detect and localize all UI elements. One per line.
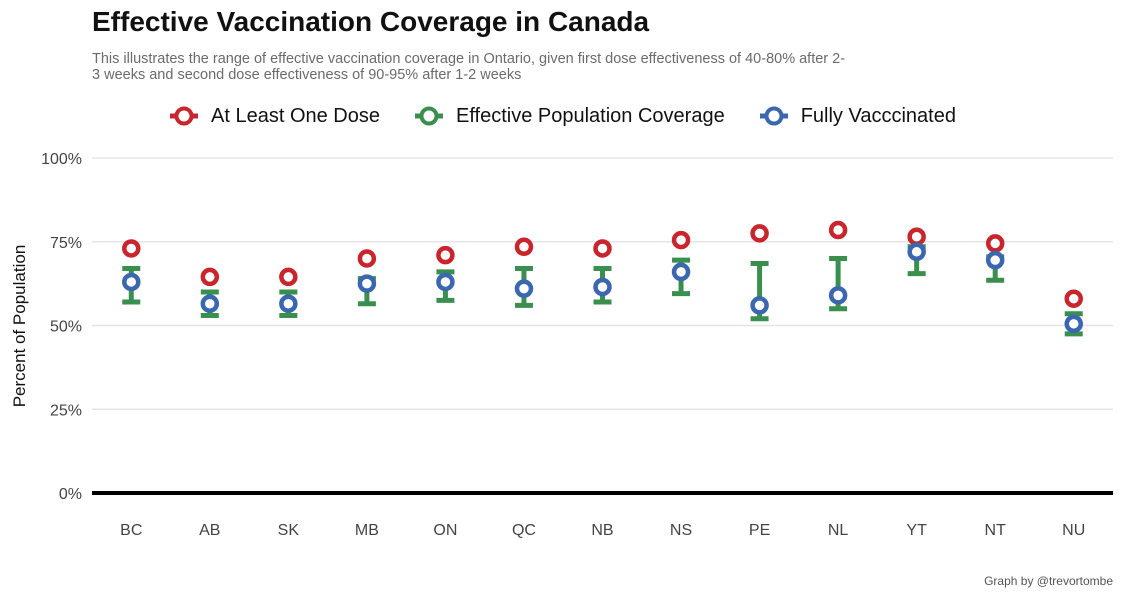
fully-vaccinated-point xyxy=(279,294,298,313)
legend-label-effective-coverage: Effective Population Coverage xyxy=(456,104,725,127)
first-dose-point xyxy=(750,224,769,243)
x-tick-label: YT xyxy=(906,522,927,539)
first-dose-point xyxy=(200,267,220,287)
legend-key-fully-vaccinated xyxy=(759,102,789,130)
fully-vaccinated-point xyxy=(514,279,534,298)
legend-label-first-dose: At Least One Dose xyxy=(211,104,380,127)
first-dose-point xyxy=(828,220,848,240)
legend: At Least One Dose Effective Population C… xyxy=(0,102,1125,130)
x-tick-label: AB xyxy=(199,522,220,539)
fully-vaccinated-point xyxy=(907,242,926,262)
first-dose-point xyxy=(985,234,1005,253)
y-axis-title: Percent of Population xyxy=(10,245,29,408)
x-tick-label: MB xyxy=(355,522,379,539)
legend-item-effective-coverage: Effective Population Coverage xyxy=(414,102,725,130)
x-tick-label: ON xyxy=(433,522,457,539)
x-tick-label: PE xyxy=(749,522,770,539)
fully-vaccinated-point xyxy=(122,272,141,292)
x-tick-label: BC xyxy=(120,522,142,539)
first-dose-point xyxy=(671,230,691,250)
y-tick-label: 25% xyxy=(50,402,82,419)
y-tick-label: 0% xyxy=(59,486,82,503)
fully-vaccinated-point xyxy=(357,274,377,293)
first-dose-point xyxy=(1064,289,1083,308)
x-tick-label: NB xyxy=(591,522,613,539)
legend-key-first-dose xyxy=(169,102,199,130)
legend-label-fully-vaccinated: Fully Vacccinated xyxy=(800,104,956,127)
fully-vaccinated-point xyxy=(436,272,455,292)
x-tick-label: SK xyxy=(278,522,300,539)
fully-vaccinated-point xyxy=(828,286,848,305)
y-tick-label: 75% xyxy=(50,235,82,252)
y-tick-label: 100% xyxy=(41,151,82,168)
legend-item-fully-vaccinated: Fully Vacccinated xyxy=(759,102,956,130)
fully-vaccinated-point xyxy=(750,296,769,315)
fully-vaccinated-point xyxy=(1064,314,1083,334)
chart-caption: Graph by @trevortombe xyxy=(984,574,1113,588)
first-dose-point xyxy=(122,239,141,258)
fully-vaccinated-point xyxy=(593,277,612,297)
legend-item-first-dose: At Least One Dose xyxy=(169,102,380,130)
x-tick-label: NL xyxy=(828,522,849,539)
first-dose-point xyxy=(436,245,455,265)
fully-vaccinated-point xyxy=(985,250,1005,270)
first-dose-point xyxy=(357,249,377,268)
chart-title: Effective Vaccination Coverage in Canada xyxy=(92,6,650,37)
first-dose-point xyxy=(593,239,612,258)
fully-vaccinated-point xyxy=(671,262,691,282)
fully-vaccinated-point xyxy=(200,294,220,313)
legend-key-effective-coverage xyxy=(414,102,444,130)
x-tick-label: QC xyxy=(512,522,536,539)
x-tick-label: NS xyxy=(670,522,692,539)
first-dose-point xyxy=(514,237,534,257)
chart-subtitle: This illustrates the range of effective … xyxy=(92,51,846,83)
x-tick-label: NT xyxy=(985,522,1007,539)
x-tick-label: NU xyxy=(1062,522,1085,539)
first-dose-point xyxy=(279,267,298,287)
first-dose-point xyxy=(907,227,926,246)
y-tick-label: 50% xyxy=(50,319,82,336)
